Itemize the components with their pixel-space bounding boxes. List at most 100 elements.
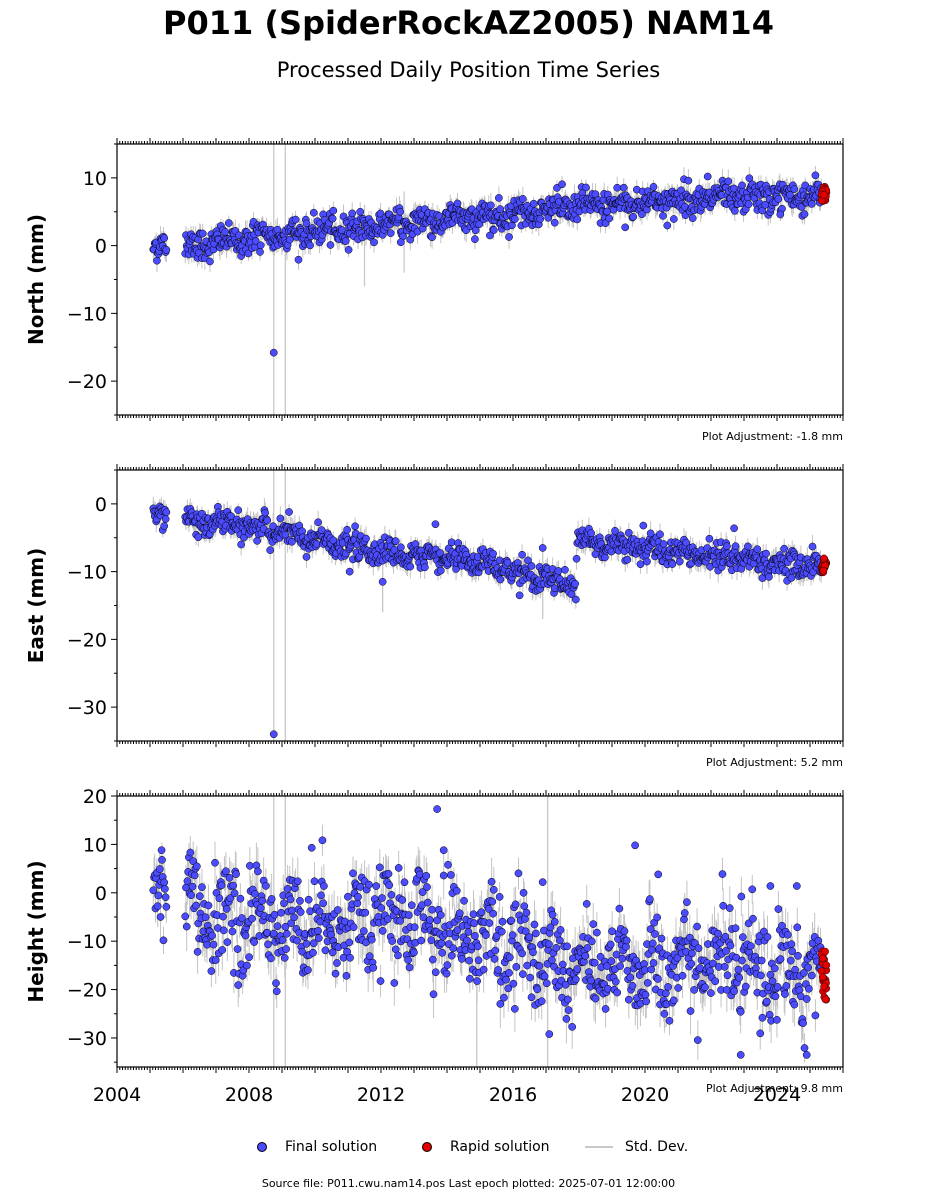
final-point-outlier (538, 544, 547, 552)
final-point (328, 214, 337, 223)
final-point (668, 560, 677, 568)
final-point (326, 241, 335, 249)
final-point (162, 245, 171, 254)
final-point (643, 557, 651, 566)
final-point (329, 206, 338, 215)
final-point (800, 210, 809, 218)
final-point (510, 215, 519, 223)
final-point (256, 241, 265, 250)
final-point (453, 199, 462, 208)
y-tick-label: 0 (95, 494, 107, 516)
final-point (420, 563, 429, 572)
final-point-outlier (486, 231, 494, 240)
final-point (276, 514, 285, 523)
final-point-outlier (396, 238, 405, 247)
final-point (619, 183, 628, 192)
final-point (221, 228, 230, 236)
final-point (153, 256, 161, 265)
final-point (811, 171, 820, 180)
final-point-outlier (345, 567, 354, 576)
final-point (391, 537, 400, 545)
final-point (161, 515, 170, 523)
final-point (397, 543, 405, 552)
final-solution-series (149, 171, 826, 357)
final-point (753, 545, 762, 554)
final-point (356, 207, 365, 216)
final-point (362, 534, 370, 543)
final-point-outlier (703, 172, 712, 181)
final-point (790, 185, 799, 193)
final-point (253, 536, 261, 545)
std-dev-spikes (273, 470, 544, 741)
final-point (571, 595, 580, 604)
final-point (256, 248, 264, 256)
final-point (447, 538, 456, 547)
final-point-outlier (269, 348, 278, 357)
final-point (162, 508, 171, 517)
final-point (765, 573, 773, 581)
final-point-outlier (621, 223, 630, 232)
final-point (244, 249, 253, 258)
final-point (558, 180, 566, 189)
final-point (263, 516, 272, 525)
final-point (489, 549, 497, 558)
plot-area (149, 144, 831, 415)
panel-east: 0 −10 −20 −30 East (mm) Plot Adjustment: 5.2 … (24, 464, 844, 769)
final-point (251, 237, 260, 245)
final-point (684, 176, 693, 185)
final-point (406, 562, 415, 571)
final-point (351, 522, 359, 531)
final-point (496, 575, 505, 584)
final-point (237, 540, 245, 549)
final-point (471, 235, 479, 243)
chart-title: P011 (SpiderRockAZ2005) NAM14 (163, 4, 774, 42)
final-point (312, 540, 321, 548)
rapid-solution-series (817, 182, 831, 205)
final-point (659, 540, 668, 548)
y-tick-label: −20 (67, 371, 107, 393)
x-ticks (116, 464, 844, 747)
final-point (194, 533, 203, 542)
final-point (269, 522, 277, 531)
final-point-outlier (639, 521, 648, 530)
final-point (744, 200, 753, 209)
y-tick-label: −20 (67, 629, 107, 651)
final-point (561, 565, 569, 574)
final-point (495, 194, 503, 202)
final-point (489, 226, 498, 234)
final-point (649, 183, 658, 191)
final-point (724, 177, 733, 186)
final-solution-series (149, 502, 826, 739)
final-point (266, 546, 275, 554)
final-point (659, 212, 667, 220)
final-point (285, 235, 294, 244)
final-point (518, 550, 526, 559)
final-point-outlier (515, 591, 524, 600)
final-point (582, 183, 590, 192)
final-point (302, 219, 311, 228)
final-point (623, 555, 632, 564)
final-point (224, 219, 233, 227)
final-point (629, 212, 638, 221)
y-tick-label: 0 (95, 236, 107, 258)
final-point (505, 233, 513, 241)
final-point (601, 553, 609, 562)
final-point (306, 241, 314, 250)
final-point-outlier (730, 524, 738, 533)
final-point (536, 215, 545, 223)
plot-area (149, 796, 831, 1067)
final-point (285, 508, 293, 516)
final-point (605, 214, 614, 223)
final-point (343, 525, 351, 534)
final-point (808, 542, 817, 551)
final-point (675, 557, 684, 566)
final-point (288, 537, 296, 546)
final-point (774, 195, 783, 203)
final-point (587, 529, 595, 537)
final-point (611, 526, 619, 535)
final-point (503, 558, 512, 567)
final-point (302, 553, 311, 561)
final-point (428, 233, 436, 242)
final-point (705, 534, 714, 543)
y-axis-label: North (mm) (24, 214, 48, 345)
